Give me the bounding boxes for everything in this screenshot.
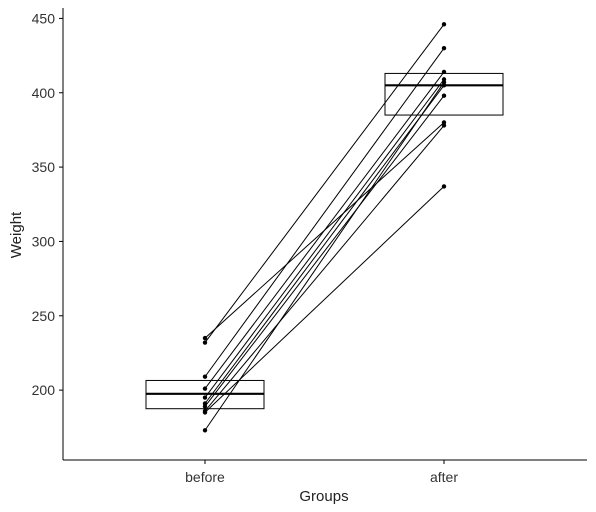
data-points bbox=[202, 22, 447, 433]
boxes bbox=[145, 72, 504, 410]
pair-line bbox=[204, 79, 445, 398]
point-before bbox=[202, 386, 208, 391]
pair-lines bbox=[204, 24, 445, 431]
pair-line bbox=[204, 47, 445, 378]
axes bbox=[62, 8, 587, 461]
point-before bbox=[202, 428, 208, 433]
pair-line bbox=[204, 82, 445, 431]
y-tick-label: 400 bbox=[32, 85, 56, 101]
point-after bbox=[441, 80, 447, 85]
y-tick-label: 250 bbox=[32, 308, 56, 324]
point-before bbox=[202, 404, 208, 409]
point-after bbox=[441, 123, 447, 128]
y-tick-label: 450 bbox=[32, 10, 56, 26]
point-after bbox=[441, 69, 447, 75]
point-after bbox=[441, 22, 447, 27]
point-before bbox=[202, 335, 208, 341]
point-after bbox=[441, 45, 447, 51]
y-axis-title: Weight bbox=[8, 211, 25, 258]
pair-line bbox=[204, 85, 445, 404]
point-after bbox=[441, 93, 447, 98]
point-before bbox=[202, 410, 208, 415]
pair-line bbox=[204, 186, 445, 413]
pair-line bbox=[204, 95, 445, 407]
point-before bbox=[202, 340, 208, 345]
pair-line bbox=[204, 24, 445, 343]
y-axis-ticks: 200 250 300 350 400 450 bbox=[32, 10, 63, 398]
pair-line bbox=[204, 71, 445, 389]
x-axis-ticks: before after bbox=[185, 460, 458, 485]
x-axis-title: Groups bbox=[299, 488, 348, 505]
x-tick-label: after bbox=[430, 469, 458, 485]
point-before bbox=[202, 374, 208, 379]
y-tick-label: 300 bbox=[32, 233, 56, 249]
pair-line bbox=[204, 125, 445, 412]
point-before bbox=[202, 395, 208, 400]
y-tick-label: 350 bbox=[32, 159, 56, 175]
y-tick-label: 200 bbox=[32, 382, 56, 398]
point-after bbox=[441, 184, 447, 189]
x-tick-label: before bbox=[185, 469, 225, 485]
